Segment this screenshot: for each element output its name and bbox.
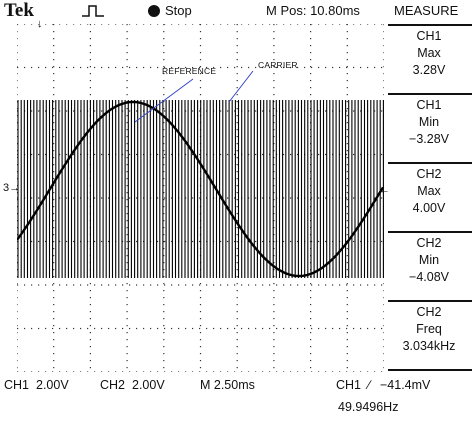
- timebase: M 2.50ms: [200, 378, 255, 392]
- measure-type: Max: [417, 184, 441, 198]
- measure-value: −3.28V: [409, 132, 449, 146]
- measure-separator: [388, 300, 472, 302]
- measure-separator: [388, 231, 472, 233]
- carrier-annotation-line: [228, 70, 254, 103]
- dot-icon: [148, 5, 160, 17]
- ch1-label: CH1: [4, 378, 30, 392]
- measure-value: 3.034kHz: [402, 339, 456, 353]
- measure-type: Min: [418, 115, 440, 129]
- measure-value: 4.00V: [412, 201, 446, 215]
- trigger-source: CH1: [336, 378, 362, 392]
- measure-item[interactable]: CH2 Min −4.08V: [388, 235, 470, 286]
- ch2-scale: 2.00V: [132, 378, 165, 392]
- measure-channel: CH1: [416, 29, 442, 43]
- measure-channel: CH2: [416, 305, 442, 319]
- measure-item[interactable]: CH1 Max 3.28V: [388, 28, 470, 79]
- reference-annotation-line: [134, 78, 194, 123]
- carrier-bars: [17, 100, 384, 278]
- trigger-frequency: 49.9496Hz: [338, 400, 399, 414]
- ch1-ground-marker: 3→: [3, 182, 21, 194]
- trigger-level: −41.4mV: [380, 378, 431, 392]
- waveform-display[interactable]: [17, 24, 384, 372]
- measure-item[interactable]: CH1 Min −3.28V: [388, 97, 470, 148]
- brand-logo: Tek: [4, 0, 34, 21]
- pulse-icon: [82, 5, 104, 17]
- trigger-position-marker: ↓: [37, 18, 43, 30]
- measure-separator: [388, 369, 472, 371]
- carrier-trace: [17, 100, 384, 278]
- measure-type: Min: [418, 253, 440, 267]
- horizontal-position: M Pos: 10.80ms: [266, 3, 360, 18]
- trigger-slope-icon: ∕: [368, 378, 371, 392]
- measure-value: −4.08V: [409, 270, 449, 284]
- reference-trace: [17, 100, 384, 278]
- reference-label: REFERENCE: [162, 66, 217, 76]
- carrier-label: CARRIER: [258, 60, 298, 70]
- ch2-label: CH2: [100, 378, 126, 392]
- measure-item[interactable]: CH2 Freq 3.034kHz: [388, 304, 470, 355]
- measure-separator: [388, 162, 472, 164]
- measure-separator: [388, 24, 472, 26]
- measure-item[interactable]: CH2 Max 4.00V: [388, 166, 470, 217]
- measure-menu-title: MEASURE: [394, 3, 459, 18]
- measure-channel: CH1: [416, 98, 442, 112]
- measure-channel: CH2: [416, 167, 442, 181]
- right-level-marker: ←: [379, 184, 390, 196]
- ch1-scale: 2.00V: [36, 378, 69, 392]
- measure-separator: [388, 93, 472, 95]
- measure-value: 3.28V: [412, 63, 446, 77]
- acquisition-state: Stop: [165, 3, 192, 18]
- measure-type: Max: [417, 46, 441, 60]
- measure-channel: CH2: [416, 236, 442, 250]
- measure-type: Freq: [416, 322, 442, 336]
